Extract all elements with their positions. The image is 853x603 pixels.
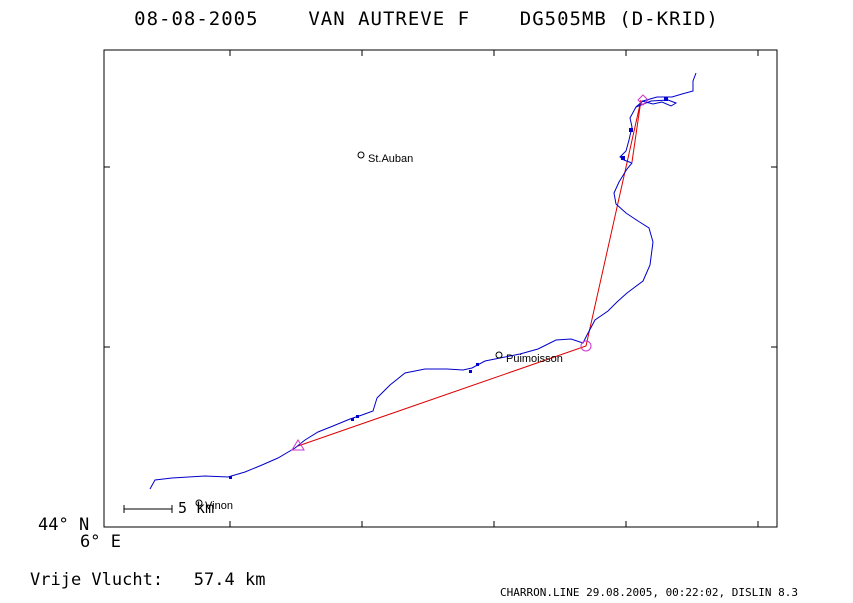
footer-credit: CHARRON.LINE 29.08.2005, 00:22:02, DISLI… [500, 586, 799, 599]
flight-date: 08-08-2005 [134, 8, 259, 30]
scale-label: 5 km [178, 499, 215, 517]
pilot-name: VAN AUTREVE F [308, 8, 471, 30]
free-flight-distance: Vrije Vlucht: 57.4 km [30, 570, 265, 590]
place-st-auban: St.Auban [368, 153, 414, 165]
flight-track [149, 72, 697, 490]
place-dot-st-auban [357, 151, 365, 159]
glider-id: DG505MB (D-KRID) [519, 8, 719, 30]
longitude-label: 6° E [80, 532, 121, 552]
frame-ticks [104, 50, 777, 527]
free-flight-label: Vrije Vlucht: [30, 570, 164, 590]
free-flight-value: 57.4 km [193, 570, 266, 590]
flight-track-detail [635, 99, 678, 108]
map-frame [103, 49, 778, 528]
start-marker [291, 439, 305, 451]
scale-bar [123, 505, 173, 513]
latitude-label: 44° N [38, 515, 90, 535]
flight-title: 08-08-2005 VAN AUTREVE F DG505MB (D-KRID… [0, 8, 853, 30]
finish-marker [580, 340, 592, 352]
place-dot-vinon [195, 499, 203, 507]
place-dot-puimoisson [495, 351, 503, 359]
task-line [297, 99, 642, 447]
thermal-marks [229, 97, 668, 479]
turnpoint-marker [637, 94, 649, 106]
place-puimoisson: Puimoisson [506, 353, 563, 365]
place-vinon: Vinon [205, 500, 233, 512]
